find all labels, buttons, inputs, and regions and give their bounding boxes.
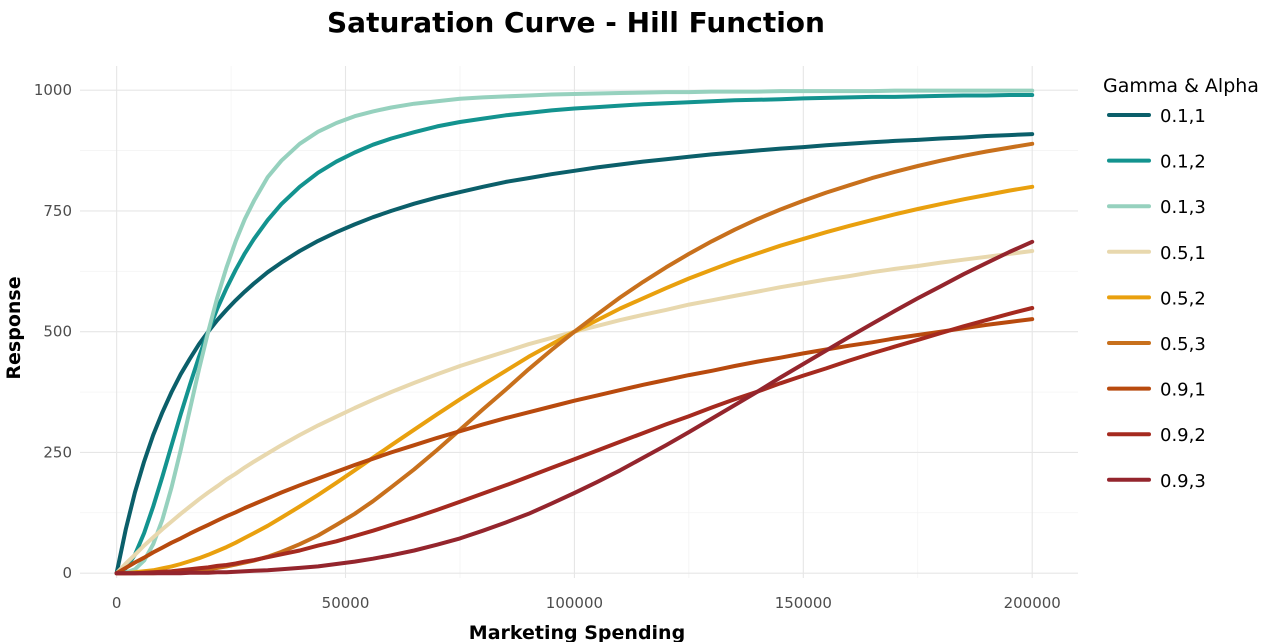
x-tick-label: 150000 [775,594,832,612]
series-line-0-5-2 [114,184,1035,576]
x-axis-title: Marketing Spending [469,622,685,642]
series-line-0-1-3 [114,88,1035,576]
grid [80,66,1078,578]
legend-label: 0.1,1 [1160,106,1206,127]
series-line-0-1-2 [114,93,1035,576]
legend-label: 0.9,2 [1160,425,1206,446]
legend-label: 0.5,2 [1160,288,1206,309]
series-lines [114,88,1035,576]
legend-label: 0.1,2 [1160,152,1206,173]
chart-title: Saturation Curve - Hill Function [327,6,825,39]
series-line-0-9-2 [114,306,1035,576]
legend-title: Gamma & Alpha [1103,75,1259,97]
legend-label: 0.1,3 [1160,197,1206,218]
series-line-0-1-1 [114,132,1035,576]
legend: Gamma & Alpha 0.1,1 0.1,2 0.1,3 0.5,1 0.5,2 0… [1103,75,1259,492]
x-axis-ticks: 0 50000 100000 150000 200000 [112,594,1061,612]
series-line-0-5-1 [114,249,1035,576]
series-line-0-9-3 [114,239,1035,576]
series-line-0-9-1 [114,317,1035,576]
y-axis-title: Response [3,276,25,379]
legend-label: 0.5,3 [1160,334,1206,355]
x-tick-label: 50000 [322,594,370,612]
x-tick-label: 100000 [546,594,603,612]
y-tick-label: 750 [43,202,72,220]
legend-label: 0.5,1 [1160,243,1206,264]
legend-label: 0.9,1 [1160,380,1206,401]
y-tick-label: 0 [62,564,72,582]
y-axis-ticks: 0 250 500 750 1000 [34,81,72,582]
y-tick-label: 500 [43,323,72,341]
y-tick-label: 1000 [34,81,72,99]
y-tick-label: 250 [43,443,72,461]
legend-label: 0.9,3 [1160,471,1206,492]
x-tick-label: 0 [112,594,122,612]
x-tick-label: 200000 [1004,594,1061,612]
